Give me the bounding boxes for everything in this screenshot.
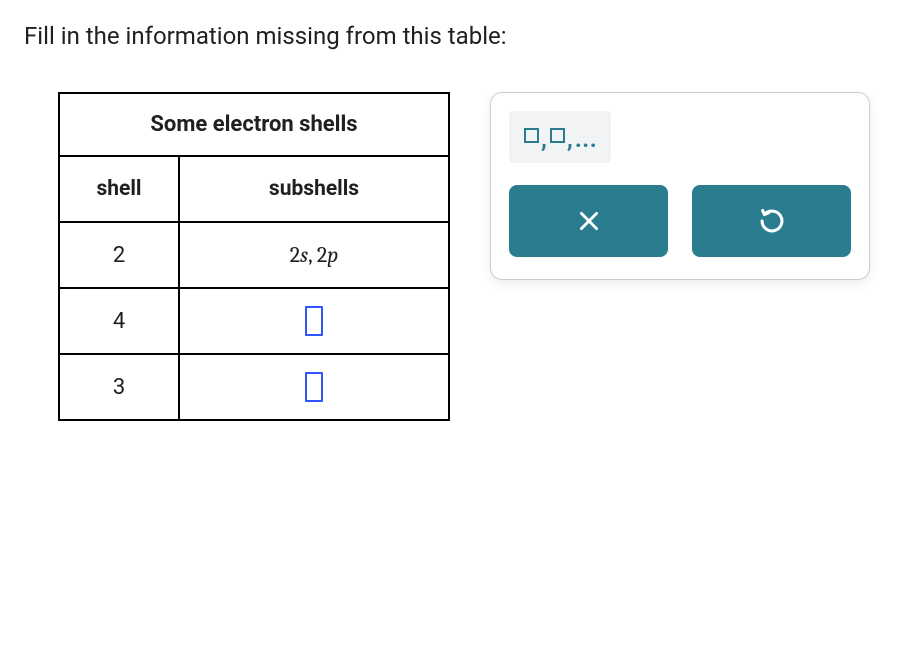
answer-input-box[interactable] [305,306,323,336]
table-row: 2 2s, 2p [59,222,449,288]
clear-button[interactable] [509,185,668,257]
column-header-subshells: subshells [179,156,449,222]
subshells-input-cell[interactable] [179,354,449,420]
tool-panel: ,,... [490,92,870,280]
table-title: Some electron shells [59,93,449,156]
subshells-cell: 2s, 2p [179,222,449,288]
list-template-chip[interactable]: ,,... [509,111,611,163]
shell-cell: 4 [59,288,179,354]
table-row: 3 [59,354,449,420]
x-icon [576,208,602,234]
placeholder-box-icon [524,128,539,143]
shell-cell: 2 [59,222,179,288]
reset-button[interactable] [692,185,851,257]
electron-shells-table: Some electron shells shell subshells 2 2… [58,92,450,421]
shell-cell: 3 [59,354,179,420]
placeholder-box-icon [550,128,565,143]
subshells-input-cell[interactable] [179,288,449,354]
question-prompt: Fill in the information missing from thi… [24,22,890,50]
column-header-shell: shell [59,156,179,222]
table-row: 4 [59,288,449,354]
undo-icon [758,207,786,235]
answer-input-box[interactable] [305,372,323,402]
